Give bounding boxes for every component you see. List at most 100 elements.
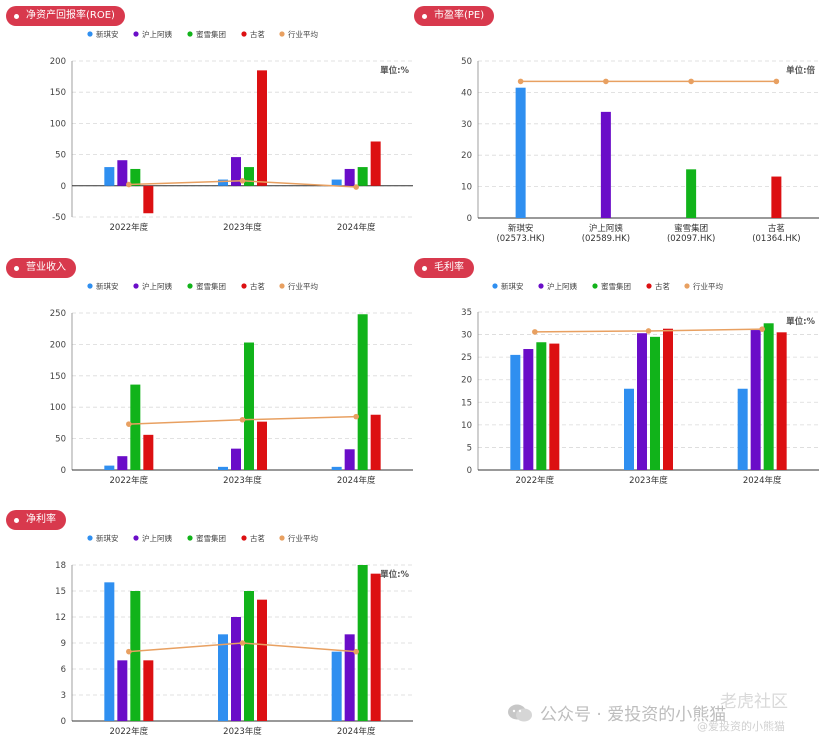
average-point — [603, 78, 609, 85]
y-tick-label: 15 — [461, 398, 472, 408]
y-tick-label: 50 — [55, 435, 66, 445]
bar — [244, 342, 254, 470]
average-point — [759, 326, 765, 332]
gross-tag: 毛利率 — [414, 258, 474, 278]
legend-swatch — [279, 535, 285, 541]
bar — [117, 160, 128, 186]
y-tick-label: 50 — [55, 151, 66, 161]
y-tick-label: 20 — [461, 151, 472, 161]
bar — [331, 466, 342, 470]
legend-label: 古茗 — [655, 281, 670, 291]
tag-dot — [14, 266, 19, 271]
net-panel: 净利率 新琪安 沪上阿姨 蜜雪集团 古茗 行业平均 0 3 6 9 12 15 18 單位:% 2022年… — [0, 504, 413, 745]
legend-label: 行业平均 — [288, 533, 318, 543]
legend-label: 沪上阿姨 — [547, 281, 577, 291]
watermark-handle: @爱投资的小熊猫 — [697, 720, 785, 733]
x-tick-label: 2022年度 — [516, 475, 555, 486]
x-tick-label: 古茗 — [768, 223, 785, 234]
bar — [231, 448, 241, 470]
y-tick-label: 200 — [50, 57, 66, 67]
y-tick-label: 0 — [467, 214, 472, 224]
net-chart: 新琪安 沪上阿姨 蜜雪集团 古茗 行业平均 0 3 6 9 12 15 18 單位:% 2022年度 202… — [55, 533, 413, 737]
x-tick-label: 2023年度 — [629, 475, 668, 486]
average-point — [773, 78, 780, 85]
average-point — [239, 416, 246, 423]
roe-tag-label: 净资产回报率(ROE) — [26, 10, 115, 21]
revenue-tag-label: 营业收入 — [26, 262, 66, 273]
gross-panel: 毛利率 新琪安 沪上阿姨 蜜雪集团 古茗 行业平均 0 5 10 15 20 25 30 35 單位:% 2… — [410, 252, 819, 497]
y-tick-label: 6 — [61, 665, 66, 675]
y-tick-label: 0 — [61, 717, 66, 727]
bar — [331, 179, 342, 186]
y-tick-label: 40 — [461, 88, 472, 98]
y-tick-label: 5 — [467, 443, 472, 453]
bar — [143, 185, 154, 214]
bar — [357, 167, 368, 186]
average-point — [126, 648, 132, 655]
legend-swatch — [684, 283, 690, 289]
y-tick-label: 0 — [61, 466, 66, 476]
bar — [257, 70, 267, 186]
bar — [130, 384, 141, 470]
bar — [370, 573, 381, 721]
x-tick-label: (02097.HK) — [667, 234, 715, 244]
legend-swatch — [133, 535, 139, 541]
y-tick-label: 150 — [50, 372, 66, 382]
x-tick-label: (02573.HK) — [496, 234, 544, 244]
unit-label: 單位:% — [380, 569, 409, 580]
legend-swatch — [187, 283, 193, 289]
legend-label: 蜜雪集团 — [196, 281, 226, 291]
y-tick-label: 20 — [461, 376, 472, 386]
x-tick-label: 2024年度 — [337, 222, 376, 233]
legend-swatch — [492, 283, 498, 289]
average-point — [239, 640, 246, 646]
y-tick-label: 10 — [461, 183, 472, 193]
bar — [331, 651, 342, 721]
average-point — [239, 178, 246, 184]
legend-label: 蜜雪集团 — [196, 533, 226, 543]
bar — [104, 465, 115, 470]
bar — [763, 323, 774, 470]
bar — [231, 617, 241, 721]
legend-swatch — [241, 31, 247, 37]
bar — [515, 87, 526, 218]
tag-dot — [14, 518, 19, 523]
bar — [637, 333, 647, 470]
y-tick-label: 15 — [55, 587, 66, 597]
average-point — [532, 329, 538, 335]
legend-swatch — [133, 31, 139, 37]
bar — [117, 456, 128, 470]
bar — [117, 660, 128, 721]
bar — [663, 328, 673, 470]
legend-label: 新琪安 — [96, 281, 119, 291]
average-point — [126, 421, 132, 427]
legend-label: 古茗 — [250, 29, 265, 39]
bar — [257, 421, 267, 470]
gross-tag-label: 毛利率 — [434, 262, 464, 273]
bar — [510, 354, 521, 470]
average-point — [353, 184, 359, 190]
y-tick-label: 12 — [55, 613, 66, 623]
bar — [231, 157, 241, 186]
legend-swatch — [87, 535, 93, 541]
tag-dot — [422, 14, 427, 19]
bar — [523, 349, 534, 470]
average-point — [126, 181, 132, 188]
revenue-panel: 营业收入 新琪安 沪上阿姨 蜜雪集团 古茗 行业平均 0 50 100 150 200 250 202… — [0, 252, 413, 497]
legend-label: 行业平均 — [288, 29, 318, 39]
watermark-channel: 公众号 · 爱投资的小熊猫 — [540, 705, 727, 725]
bar — [624, 388, 634, 470]
x-tick-label: 2022年度 — [110, 726, 149, 737]
bar — [344, 449, 355, 470]
bar — [357, 314, 368, 470]
net-tag-label: 净利率 — [26, 514, 56, 525]
x-tick-label: 沪上阿姨 — [589, 223, 624, 234]
x-tick-label: 2024年度 — [743, 475, 782, 486]
legend-label: 蜜雪集团 — [196, 29, 226, 39]
bar — [370, 414, 381, 470]
legend-swatch — [241, 535, 247, 541]
y-tick-label: 30 — [461, 120, 472, 130]
bar — [218, 634, 228, 721]
bar — [257, 599, 267, 721]
